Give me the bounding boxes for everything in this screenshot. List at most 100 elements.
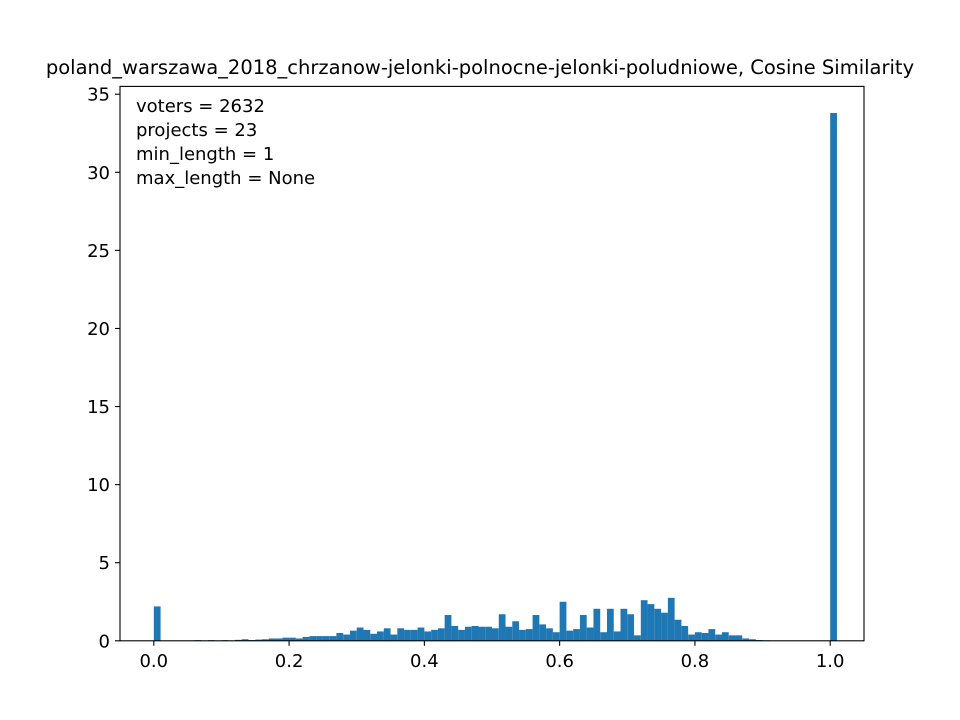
- histogram-bar: [349, 630, 357, 641]
- histogram-bar: [464, 626, 472, 641]
- plot-frame: [119, 85, 865, 642]
- histogram-bar: [397, 628, 405, 641]
- y-tick-label: 35: [87, 85, 110, 106]
- y-tick-label: 25: [87, 241, 110, 262]
- histogram-bar: [356, 627, 364, 641]
- histogram-bar: [471, 625, 479, 641]
- annotation-min-length: min_length = 1: [136, 144, 274, 165]
- histogram-bar: [525, 629, 533, 641]
- histogram-bar: [404, 629, 411, 641]
- histogram-bar: [579, 615, 587, 641]
- y-tick-label: 0: [99, 631, 110, 652]
- histogram-bar: [383, 628, 391, 641]
- y-tick-label: 30: [87, 163, 110, 184]
- histogram-bar: [532, 615, 540, 641]
- histogram-bar: [241, 639, 249, 641]
- y-tick-label: 20: [87, 319, 110, 340]
- histogram-bar: [431, 629, 438, 641]
- histogram-bar: [728, 635, 736, 641]
- histogram-bar: [289, 637, 296, 641]
- histogram-bar: [153, 606, 161, 641]
- histogram-bar: [539, 624, 547, 641]
- y-axis: 0 5 10 15 20 25 30 35: [87, 85, 120, 652]
- histogram-bar: [559, 601, 567, 641]
- histogram-bar: [410, 629, 418, 641]
- histogram-bar: [255, 639, 263, 641]
- histogram-bar: [701, 632, 709, 641]
- histogram-bar: [363, 629, 371, 641]
- histogram-bar: [708, 629, 716, 641]
- histogram-bar: [735, 635, 743, 641]
- histogram-bar: [742, 638, 750, 641]
- histogram-bar: [688, 634, 695, 641]
- histogram-bar: [519, 629, 526, 641]
- x-tick-label: 0.8: [681, 651, 710, 672]
- histogram-bar: [640, 600, 648, 641]
- histogram-bar: [390, 634, 398, 641]
- histogram-bar: [647, 604, 655, 641]
- chart-title: poland_warszawa_2018_chrzanow-jelonki-po…: [46, 56, 914, 79]
- histogram-bar: [721, 632, 729, 641]
- histogram-bar: [694, 632, 702, 641]
- histogram-bar: [302, 636, 310, 641]
- histogram-bar: [478, 626, 486, 641]
- bar-series: [153, 112, 837, 641]
- histogram-bar: [329, 636, 337, 641]
- histogram-bar: [613, 631, 621, 641]
- histogram-bar: [749, 639, 756, 641]
- histogram-bar: [458, 629, 465, 641]
- histogram-bar: [674, 619, 682, 641]
- histogram-bar: [654, 608, 662, 641]
- histogram-bar: [377, 631, 384, 641]
- histogram-bar: [627, 614, 635, 641]
- histogram-bar: [600, 632, 607, 641]
- histogram-bar: [336, 632, 344, 641]
- annotation-voters: voters = 2632: [136, 96, 265, 117]
- histogram-bar: [498, 614, 506, 641]
- histogram-bar: [492, 628, 499, 641]
- histogram-bar: [505, 626, 513, 641]
- histogram-bar: [546, 628, 553, 641]
- histogram-bar: [262, 639, 269, 641]
- histogram-bar: [424, 631, 432, 641]
- histogram-bar: [322, 636, 330, 641]
- histogram-bar: [275, 638, 283, 641]
- annotation-box: voters = 2632 projects = 23 min_length =…: [136, 96, 315, 189]
- histogram-bar: [343, 634, 350, 641]
- histogram-bar: [667, 597, 675, 641]
- histogram-bar: [573, 629, 580, 641]
- histogram-bar: [715, 634, 722, 641]
- y-tick-label: 15: [87, 397, 110, 418]
- histogram-bar: [295, 638, 303, 641]
- histogram-bar: [552, 632, 560, 641]
- histogram-bar: [566, 630, 574, 641]
- histogram-bar: [316, 636, 323, 641]
- histogram-bar: [593, 608, 601, 641]
- histogram-bar: [661, 612, 668, 641]
- histogram-bar: [451, 625, 459, 641]
- histogram-bar: [417, 627, 425, 641]
- x-axis: 0.0 0.2 0.4 0.6 0.8 1.0: [139, 640, 845, 672]
- x-tick-label: 0.0: [139, 651, 168, 672]
- histogram-bar: [830, 112, 837, 641]
- histogram-bar: [485, 626, 492, 641]
- histogram-bar: [586, 627, 594, 641]
- histogram-bar: [282, 637, 290, 641]
- histogram-bar: [444, 615, 452, 641]
- histogram-bar: [634, 635, 641, 641]
- histogram-bar: [681, 625, 689, 641]
- annotation-max-length: max_length = None: [136, 168, 315, 189]
- annotation-projects: projects = 23: [136, 120, 257, 141]
- y-tick-label: 5: [99, 553, 110, 574]
- histogram-bar: [309, 636, 317, 641]
- x-tick-label: 0.2: [275, 651, 304, 672]
- x-tick-label: 0.4: [410, 651, 439, 672]
- histogram-bar: [606, 608, 614, 641]
- x-tick-label: 0.6: [545, 651, 574, 672]
- histogram-bar: [620, 608, 628, 641]
- x-tick-label: 1.0: [816, 651, 845, 672]
- histogram-bar: [437, 628, 445, 641]
- histogram-bar: [268, 638, 276, 641]
- histogram-bar: [370, 633, 378, 641]
